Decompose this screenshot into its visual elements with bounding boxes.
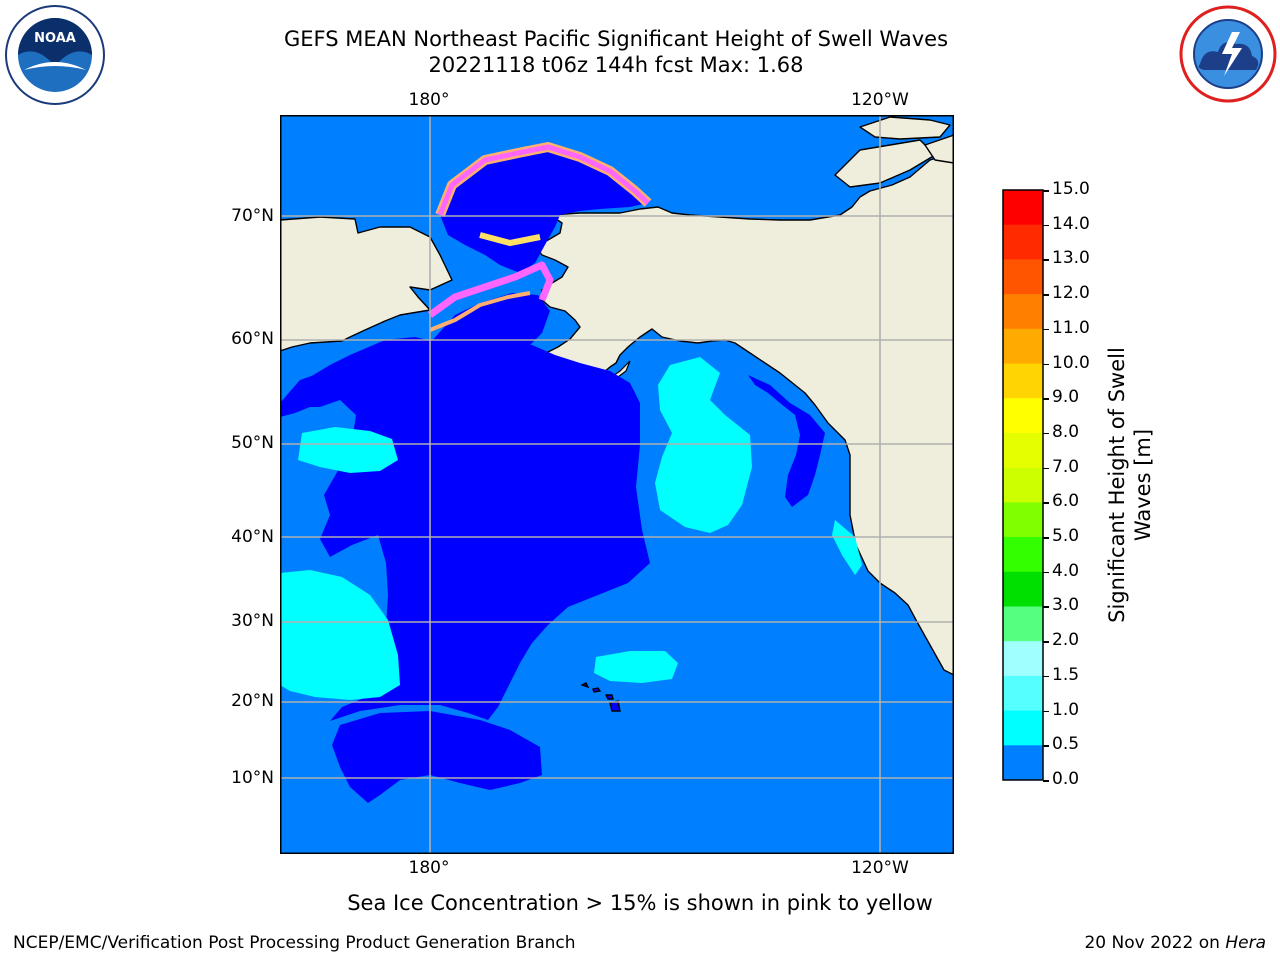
colorbar-tick-mark xyxy=(1043,745,1049,747)
lon-label-bottom-180: 180° xyxy=(408,858,450,878)
colorbar-tick-label: 14.0 xyxy=(1052,213,1090,234)
footer-host: Hera xyxy=(1225,933,1266,953)
colorbar-segment xyxy=(1003,328,1043,365)
colorbar-tick-mark xyxy=(1043,502,1049,504)
colorbar-segment xyxy=(1003,502,1043,538)
colorbar-tick-label: 1.5 xyxy=(1052,664,1080,685)
colorbar-label-line1: Significant Height of Swell xyxy=(1105,347,1129,623)
sea-ice-chukchi xyxy=(479,232,541,246)
low-swell-gulf-of-alaska xyxy=(748,375,825,507)
colorbar-tick-label: 4.0 xyxy=(1052,560,1080,581)
noaa-logo-icon: NOAA xyxy=(5,5,105,105)
colorbar-segment xyxy=(1003,224,1043,260)
lat-label-50n: 50°N xyxy=(231,433,274,453)
lat-label-20n: 20°N xyxy=(231,691,274,711)
colorbar-segment xyxy=(1003,710,1043,746)
colorbar-tick-mark xyxy=(1043,675,1049,678)
colorbar-tick-mark xyxy=(1043,467,1049,470)
lon-label-top-120w: 120°W xyxy=(851,90,909,110)
colorbar-tick-mark xyxy=(1043,641,1049,643)
colorbar-segment xyxy=(1003,571,1043,607)
low-swell-arctic xyxy=(440,147,648,273)
colorbar-segment xyxy=(1003,641,1043,677)
swell-patch-gulf xyxy=(655,357,752,533)
swell-patch-aleutian-south xyxy=(298,427,398,473)
colorbar-segment xyxy=(1003,190,1043,226)
swell-height-map xyxy=(280,115,954,854)
map-title: GEFS MEAN Northeast Pacific Significant … xyxy=(283,27,949,51)
lat-label-60n: 60°N xyxy=(231,329,274,349)
colorbar-tick-label: 7.0 xyxy=(1052,456,1080,477)
colorbar-segment xyxy=(1003,432,1043,469)
colorbar-label-line2: Waves [m] xyxy=(1131,428,1155,542)
colorbar-tick-mark xyxy=(1043,294,1049,296)
colorbar-tick-label: 15.0 xyxy=(1052,179,1090,199)
swell-patch-west xyxy=(280,570,400,700)
colorbar-tick-mark xyxy=(1043,780,1049,782)
colorbar-tick-label: 13.0 xyxy=(1052,248,1090,269)
land-arctic-island-2 xyxy=(859,116,951,140)
colorbar-tick-mark xyxy=(1043,606,1049,608)
map-subtitle: 20221118 t06z 144h fcst Max: 1.68 xyxy=(428,53,804,77)
lon-label-bottom-120w: 120°W xyxy=(851,858,909,878)
colorbar-tick-mark xyxy=(1043,363,1049,366)
colorbar-tick-label: 2.0 xyxy=(1052,630,1080,651)
colorbar-tick-label: 10.0 xyxy=(1052,352,1090,373)
colorbar-segment xyxy=(1003,537,1043,573)
colorbar-tick-label: 12.0 xyxy=(1052,283,1090,304)
land-arctic-island-3 xyxy=(924,134,954,164)
swell-patch-hawaii-ne xyxy=(594,651,678,683)
colorbar-tick-label: 11.0 xyxy=(1052,317,1090,338)
colorbar-tick-mark xyxy=(1043,259,1049,261)
sea-ice-note: Sea Ice Concentration > 15% is shown in … xyxy=(347,891,933,915)
colorbar-tick-mark xyxy=(1043,224,1049,227)
colorbar-tick-label: 3.0 xyxy=(1052,595,1080,616)
colorbar-tick-label: 0.0 xyxy=(1052,769,1080,789)
low-swell-central-pacific xyxy=(290,337,650,721)
lat-label-70n: 70°N xyxy=(231,206,274,226)
colorbar-tick-mark xyxy=(1043,537,1049,539)
footer-date: 20 Nov 2022 on Hera xyxy=(1084,933,1266,953)
lat-label-10n: 10°N xyxy=(231,768,274,788)
footer-date-text: 20 Nov 2022 on xyxy=(1084,933,1226,953)
colorbar-segment xyxy=(1003,259,1043,295)
land-siberia xyxy=(280,216,453,352)
sea-ice-bering xyxy=(427,261,554,318)
land-hawaii xyxy=(580,682,621,712)
colorbar-tick-mark xyxy=(1043,571,1049,574)
colorbar-segment xyxy=(1003,745,1043,781)
swell-patch-california xyxy=(832,520,862,575)
map-frame xyxy=(280,115,954,854)
map-graticule xyxy=(280,115,954,854)
colorbar-label: Significant Height of Swell Waves [m] xyxy=(1104,325,1156,645)
footer-credit: NCEP/EMC/Verification Post Processing Pr… xyxy=(13,933,576,953)
colorbar-tick-label: 1.0 xyxy=(1052,699,1080,720)
colorbar-segment xyxy=(1003,606,1043,642)
nws-logo-icon xyxy=(1179,5,1277,103)
colorbar-tick-mark xyxy=(1043,432,1049,435)
colorbar-segment xyxy=(1003,467,1043,503)
colorbar-segment xyxy=(1003,294,1043,330)
colorbar-segment xyxy=(1003,363,1043,399)
low-swell-west-edge xyxy=(280,373,328,417)
colorbar-frame xyxy=(1002,189,1044,781)
colorbar-tick-label: 8.0 xyxy=(1052,421,1080,442)
colorbar xyxy=(1002,189,1044,781)
colorbar-tick-mark xyxy=(1043,398,1049,400)
noaa-logo-text: NOAA xyxy=(34,31,76,46)
colorbar-tick-mark xyxy=(1043,710,1049,713)
colorbar-tick-label: 6.0 xyxy=(1052,491,1080,512)
low-swell-tropical xyxy=(332,711,542,803)
colorbar-tick-mark xyxy=(1043,328,1049,331)
colorbar-tick-label: 0.5 xyxy=(1052,734,1080,755)
lat-label-30n: 30°N xyxy=(231,611,274,631)
colorbar-tick-label: 5.0 xyxy=(1052,526,1080,547)
lon-label-top-180: 180° xyxy=(408,90,450,110)
colorbar-segment xyxy=(1003,675,1043,712)
colorbar-tick-label: 9.0 xyxy=(1052,387,1080,408)
colorbar-segment xyxy=(1003,398,1043,434)
lat-label-40n: 40°N xyxy=(231,527,274,547)
colorbar-tick-mark xyxy=(1043,190,1049,192)
